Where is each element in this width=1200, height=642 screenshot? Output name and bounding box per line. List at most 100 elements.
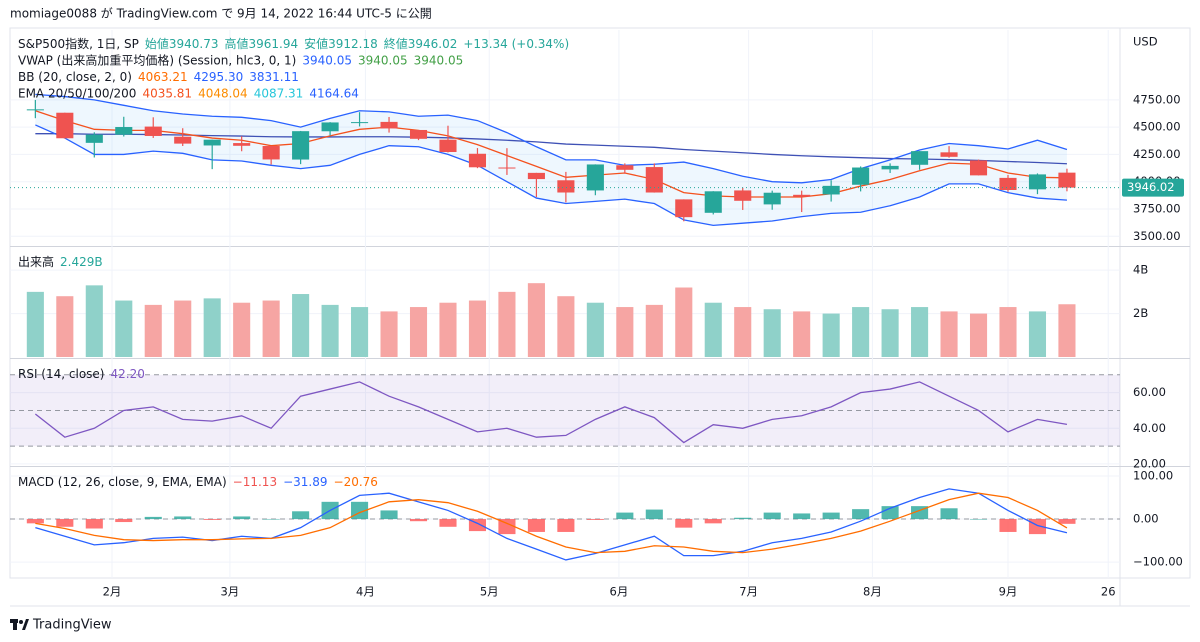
legend-value: −31.89 — [283, 475, 327, 489]
volume-bar — [56, 296, 74, 357]
volume-bar — [380, 311, 398, 357]
volume-bar — [292, 294, 310, 357]
macd-histogram-bar — [793, 513, 811, 520]
candle-body — [881, 165, 899, 170]
macd-histogram-bar — [557, 519, 575, 532]
y-tick-label: 4750.00 — [1133, 92, 1181, 106]
volume-bar — [262, 300, 280, 357]
volume-bar — [911, 307, 929, 357]
macd-histogram-bar — [144, 516, 162, 520]
candle-body — [822, 185, 840, 195]
volume-bar — [498, 291, 516, 357]
volume-bar — [586, 302, 604, 357]
volume-bar — [940, 311, 958, 357]
legend-value: 4035.81 — [142, 86, 192, 100]
volume-bar — [969, 313, 988, 357]
candle-body — [557, 180, 575, 193]
x-tick-label: 26 — [1101, 585, 1116, 599]
volume-bar — [115, 300, 133, 357]
last-price-tag — [1122, 178, 1184, 197]
plot-area: 2月3月4月5月6月7月8月9月263500.003750.004000.004… — [10, 30, 1184, 599]
candle-body — [292, 131, 310, 160]
volume-bar — [881, 309, 899, 357]
macd-histogram-bar — [115, 519, 133, 523]
x-tick-label: 7月 — [739, 585, 758, 599]
legend-line: BB (20, close, 2, 0) 4063.21 4295.30 3831.1… — [18, 70, 299, 84]
volume-bar — [409, 307, 428, 357]
macd-histogram-bar — [675, 519, 693, 528]
legend-value: 終値3946.02 — [384, 36, 458, 51]
legend-line: EMA 20/50/100/200 4035.81 4048.04 4087.31 41… — [18, 86, 359, 100]
candle-body — [940, 152, 958, 157]
candle-body — [115, 127, 133, 135]
legend-value: −20.76 — [334, 475, 378, 489]
footer-brand: TradingView — [32, 618, 112, 633]
volume-bar — [734, 307, 752, 357]
volume-bar — [85, 285, 103, 357]
candle-body — [1028, 174, 1047, 190]
y-tick-label: 20.00 — [1133, 456, 1166, 470]
macd-histogram-bar — [822, 512, 840, 520]
volume-bar — [557, 296, 575, 357]
legend-line: 出来高 2.429B — [18, 254, 103, 269]
macd-histogram-bar — [174, 516, 192, 520]
rsi-line — [34, 381, 1068, 444]
candle-body — [262, 146, 280, 160]
legend-value: +13.34 (+0.34%) — [463, 37, 569, 51]
macd-histogram-bar — [645, 509, 663, 520]
legend-value: 3831.11 — [249, 70, 299, 84]
macd-histogram-bar — [586, 519, 604, 520]
y-tick-label: 4250.00 — [1133, 147, 1181, 161]
candle-body — [852, 167, 870, 185]
candle-body — [233, 143, 251, 146]
legend-value: 4164.64 — [309, 86, 359, 100]
legend-label: BB (20, close, 2, 0) — [18, 70, 132, 84]
header: momiage0088 が TradingView.com で 9月 14, 2… — [10, 6, 432, 21]
volume-bar — [351, 307, 369, 357]
macd-histogram-bar — [734, 517, 752, 520]
candle-body — [675, 199, 693, 218]
macd-histogram-bar — [292, 511, 310, 520]
macd-histogram-bar — [439, 519, 457, 527]
x-tick-label: 5月 — [480, 585, 499, 599]
macd-histogram-bar — [498, 519, 516, 535]
x-tick-label: 8月 — [863, 585, 882, 599]
x-tick-label: 3月 — [220, 585, 239, 599]
volume-bar — [852, 307, 870, 357]
bb-lower-line — [35, 124, 1067, 227]
legend-value: 3940.05 — [414, 53, 464, 67]
candle-body — [468, 153, 487, 168]
legend-value: 4295.30 — [194, 70, 244, 84]
macd-histogram-bar — [85, 519, 103, 529]
macd-histogram-bar — [616, 512, 634, 520]
macd-histogram-bar — [1058, 519, 1076, 524]
chart-frame — [9, 27, 1191, 579]
macd-histogram-bar — [262, 519, 280, 520]
macd-histogram-bar — [203, 519, 221, 520]
candle-body — [793, 194, 811, 197]
legend-value: 3940.05 — [302, 53, 352, 67]
last-price-label: 3946.02 — [1127, 180, 1175, 194]
legend-value: 2.429B — [60, 255, 103, 269]
legend-line: MACD (12, 26, close, 9, EMA, EMA) −11.13−… — [18, 475, 378, 489]
legend-label: 出来高 — [18, 254, 54, 269]
x-tick-label: 9月 — [999, 585, 1018, 599]
candle-body — [439, 139, 457, 153]
candle-body — [409, 129, 428, 139]
candle-body — [999, 177, 1017, 190]
legend-value: −11.13 — [233, 475, 277, 489]
legend-value: 4087.31 — [254, 86, 304, 100]
candle-body — [174, 136, 192, 144]
macd-histogram-bar — [969, 519, 988, 520]
legend-value: 高値3961.94 — [225, 36, 299, 51]
volume-bar — [439, 302, 457, 357]
legend-value: 始値3940.73 — [145, 36, 219, 51]
legend-line: VWAP (出来高加重平均価格) (Session, hlc3, 0, 1) 39… — [18, 52, 463, 67]
volume-bar — [999, 307, 1017, 357]
volume-bar — [675, 287, 693, 357]
candle-body — [969, 160, 988, 176]
macd-histogram-bar — [26, 519, 44, 524]
bb-fill — [35, 94, 1067, 226]
legend-value: 4048.04 — [198, 86, 248, 100]
legend-value: 4063.21 — [138, 70, 188, 84]
